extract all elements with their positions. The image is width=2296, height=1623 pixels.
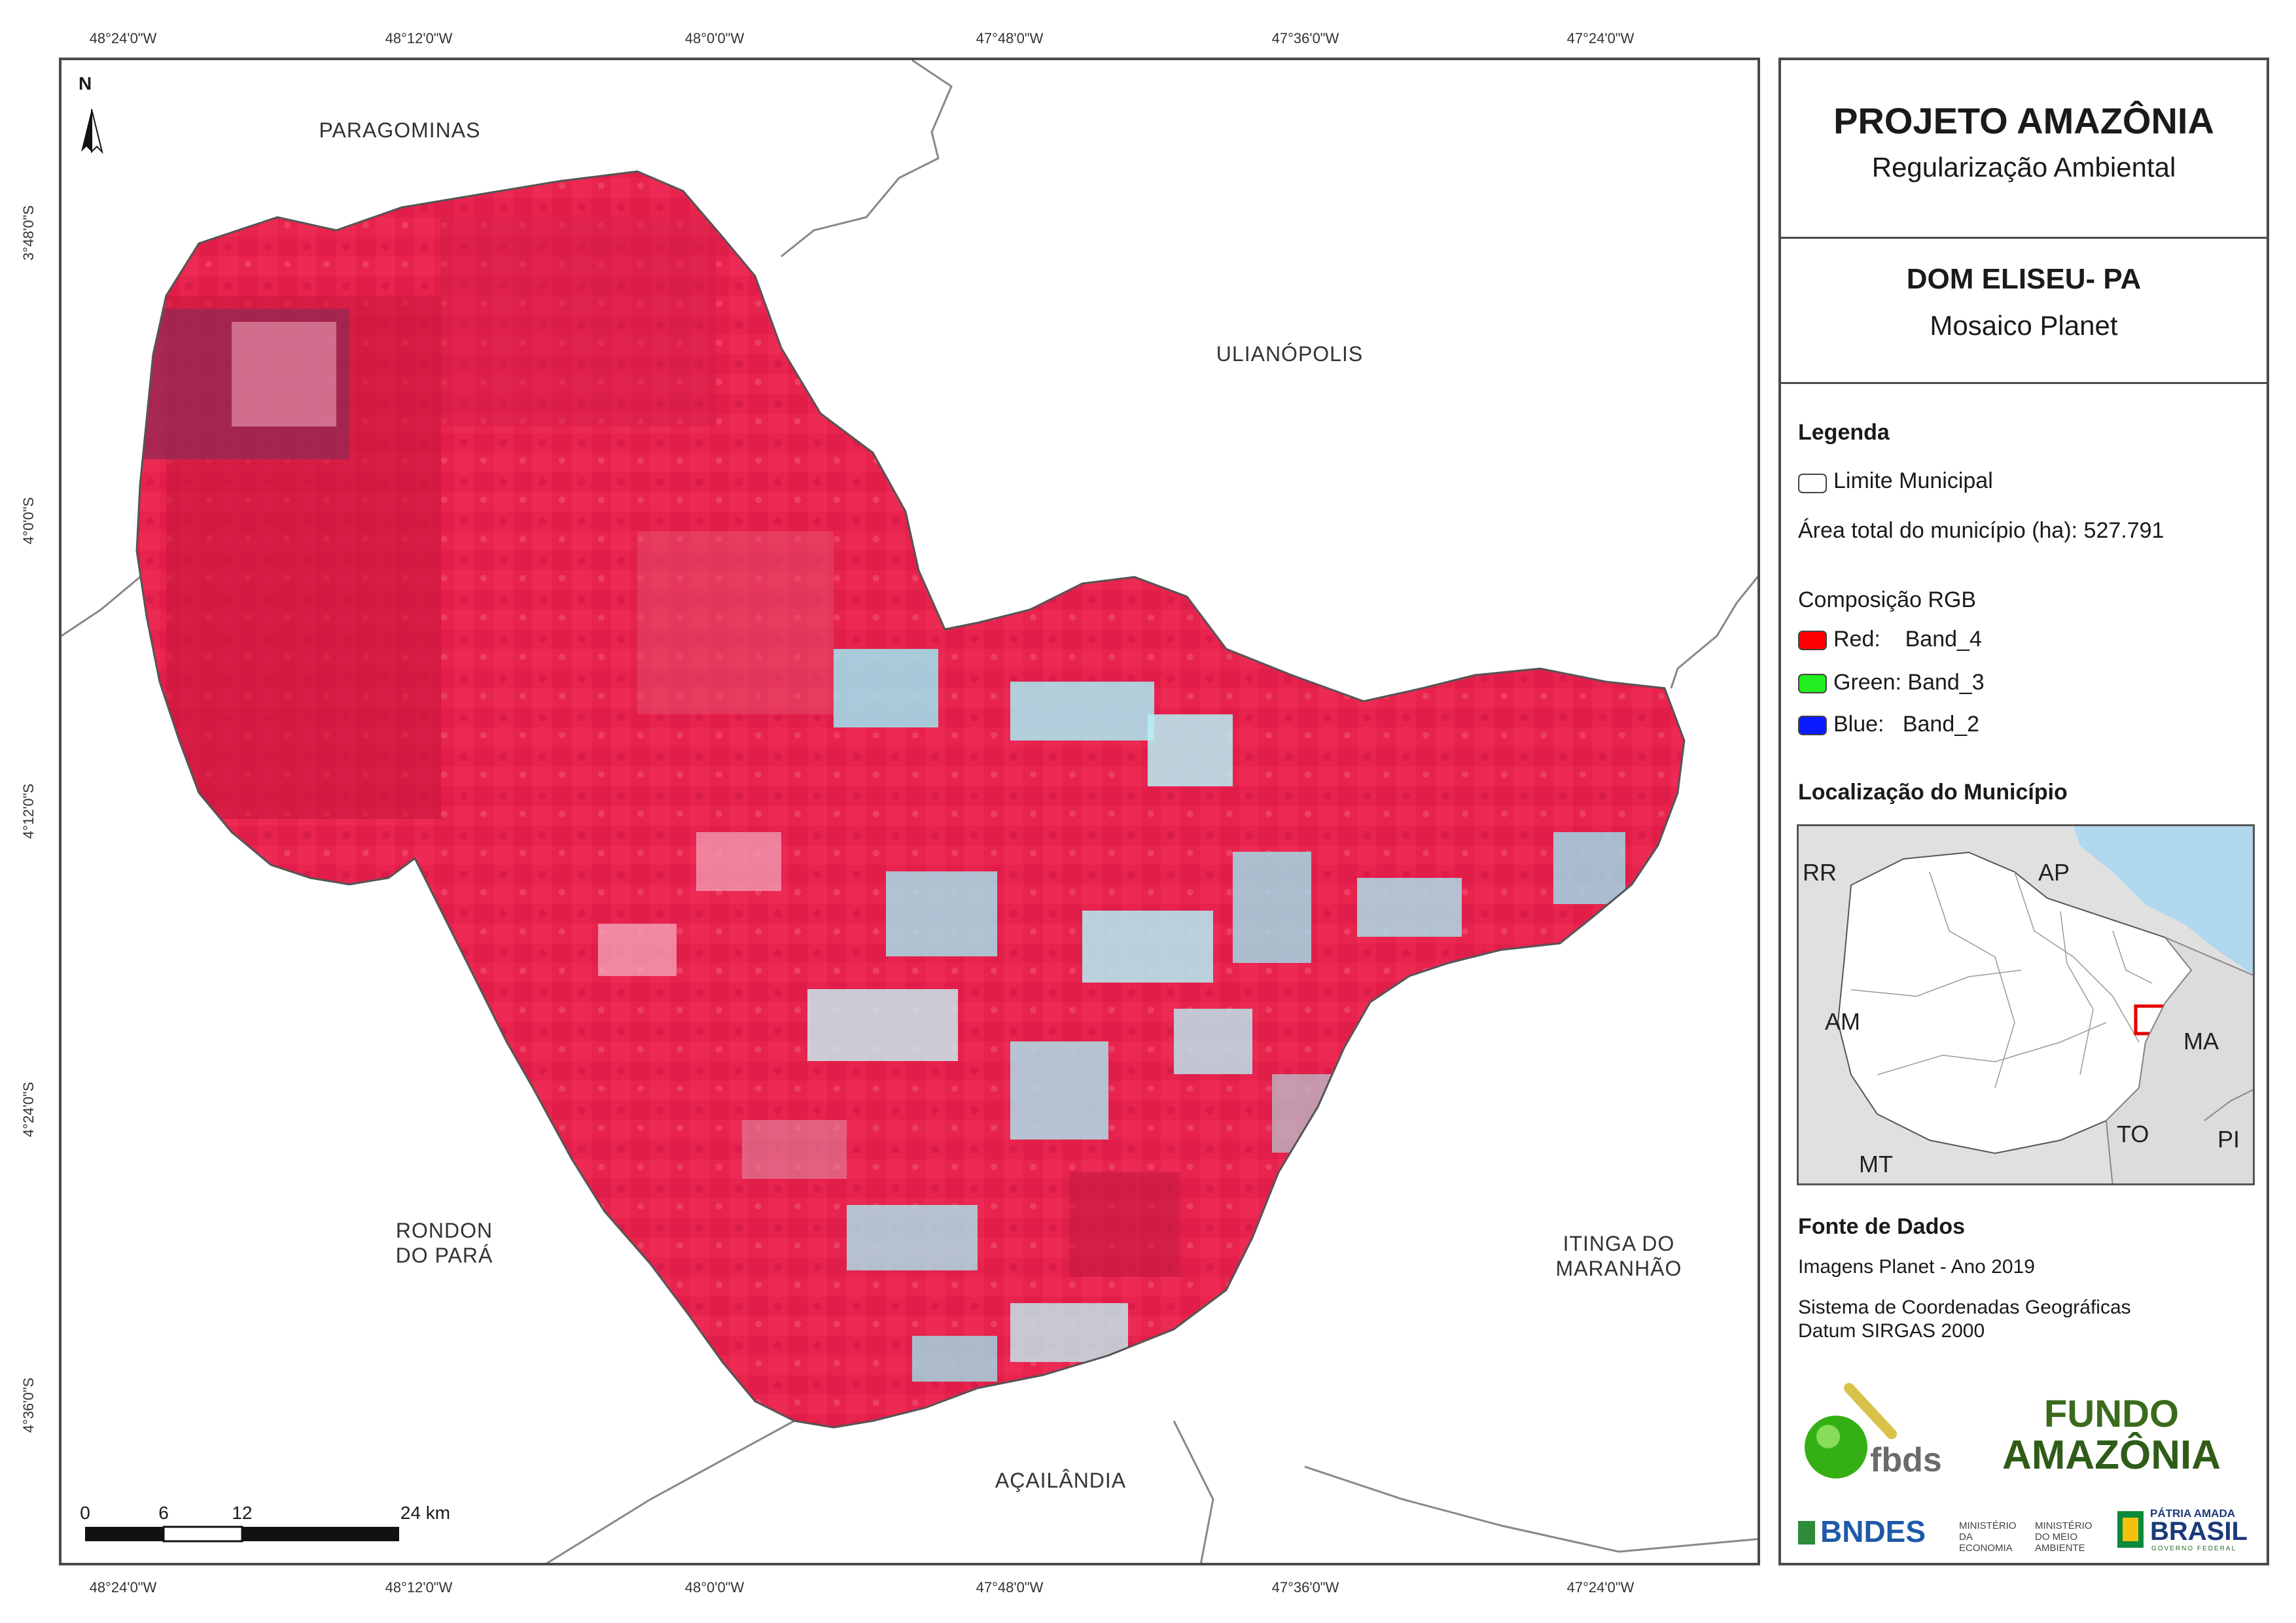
state-label: AM [1825,1008,1860,1035]
top-tick-label: 48°12'0"W [385,30,453,46]
bottom-tick-label: 48°24'0"W [89,1579,157,1596]
state-label: PI [2217,1126,2240,1153]
top-tick-label: 48°0'0"W [684,30,745,46]
state-label: AP [2038,859,2070,886]
title-block: PROJETO AMAZÔNIA Regularização Ambiental [1781,60,2267,239]
blue-band-label: Blue: Band_2 [1833,712,1980,737]
green-band-label: Green: Band_3 [1833,670,1985,695]
sources-heading: Fonte de Dados [1798,1214,1966,1239]
bottom-tick-label: 48°12'0"W [385,1579,453,1596]
project-title: PROJETO AMAZÔNIA [1833,100,2214,141]
crs-line-1: Sistema de Coordenadas Geográficas [1798,1297,2131,1318]
red-band-label: Red: Band_4 [1833,627,1982,652]
left-tick-label: 3°48'0"S [20,205,37,261]
map-frame[interactable]: N 0 6 12 24 km PARAGOMINAS ULIANÓPOLIS R… [59,58,1760,1565]
neighbor-ulianopolis: ULIANÓPOLIS [1216,342,1364,366]
bndes-logo: BNDES [1798,1514,1926,1549]
bottom-tick-label: 47°48'0"W [976,1579,1044,1596]
left-tick-label: 4°0'0"S [20,497,37,545]
state-label: MA [2183,1028,2219,1055]
governo-federal-logo: PÁTRIA AMADA BRASIL GOVERNO FEDERAL [2117,1507,2255,1554]
project-subtitle: Regularização Ambiental [1871,152,2176,183]
map-type: Mosaico Planet [1930,310,2118,341]
scale-label: 24 km [400,1503,451,1523]
state-label: RR [1803,859,1837,886]
satellite-mosaic [137,171,1684,1427]
bottom-tick-label: 47°24'0"W [1566,1579,1634,1596]
green-band-swatch [1798,674,1827,693]
fundo-amazonia-logo: FUNDO AMAZÔNIA [2002,1393,2221,1478]
scale-label: 12 [232,1503,253,1523]
top-tick-label: 47°24'0"W [1566,30,1634,46]
left-tick-label: 4°36'0"S [20,1377,37,1433]
municipality-name: DOM ELISEU- PA [1906,263,2142,295]
map-canvas [62,60,1757,1563]
scale-label: 0 [80,1503,90,1523]
left-tick-label: 4°24'0"S [20,1081,37,1138]
legend-panel: PROJETO AMAZÔNIA Regularização Ambiental… [1778,58,2269,1565]
fbds-logo: fbds [1797,1375,1954,1486]
state-label: TO [2117,1121,2149,1147]
blue-band-swatch [1798,716,1827,735]
scale-label: 6 [158,1503,169,1523]
municipality-block: DOM ELISEU- PA Mosaico Planet [1781,237,2267,384]
neighbor-acailandia: AÇAILÂNDIA [995,1469,1127,1492]
bottom-tick-label: 47°36'0"W [1271,1579,1339,1596]
crs-line-2: Datum SIRGAS 2000 [1798,1320,1985,1342]
top-tick-label: 47°48'0"W [976,30,1044,46]
legend-heading: Legenda [1798,420,1890,445]
north-label: N [79,73,92,94]
ministerio-meio-ambiente: MINISTÉRIO DO MEIO AMBIENTE [2035,1520,2093,1554]
red-band-swatch [1798,631,1827,650]
location-heading: Localização do Município [1798,780,2068,805]
neighbor-rondon-do-para: RONDON DO PARÁ [395,1219,493,1267]
ministerio-economia: MINISTÉRIO DA ECONOMIA [1959,1520,2017,1554]
municipal-limit-label: Limite Municipal [1833,468,1993,493]
location-inset-map: RR AP AM MA TO MT PI [1797,824,2255,1185]
municipal-limit-swatch [1798,474,1827,493]
scale-bar [85,1526,399,1543]
sources-images: Imagens Planet - Ano 2019 [1798,1256,2035,1278]
neighbor-itinga-do-maranhao: ITINGA DO MARANHÃO [1555,1232,1682,1280]
total-area-label: Área total do município (ha): 527.791 [1798,518,2164,543]
scale-bar-labels: 0 6 12 24 km [80,1503,478,1525]
bottom-tick-label: 48°0'0"W [684,1579,745,1596]
top-tick-label: 47°36'0"W [1271,30,1339,46]
neighbor-paragominas: PARAGOMINAS [319,118,481,142]
rgb-composition-heading: Composição RGB [1798,587,1977,612]
top-tick-label: 48°24'0"W [89,30,157,46]
north-arrow-icon [81,109,103,154]
left-tick-label: 4°12'0"S [20,783,37,839]
state-label: MT [1859,1151,1893,1178]
